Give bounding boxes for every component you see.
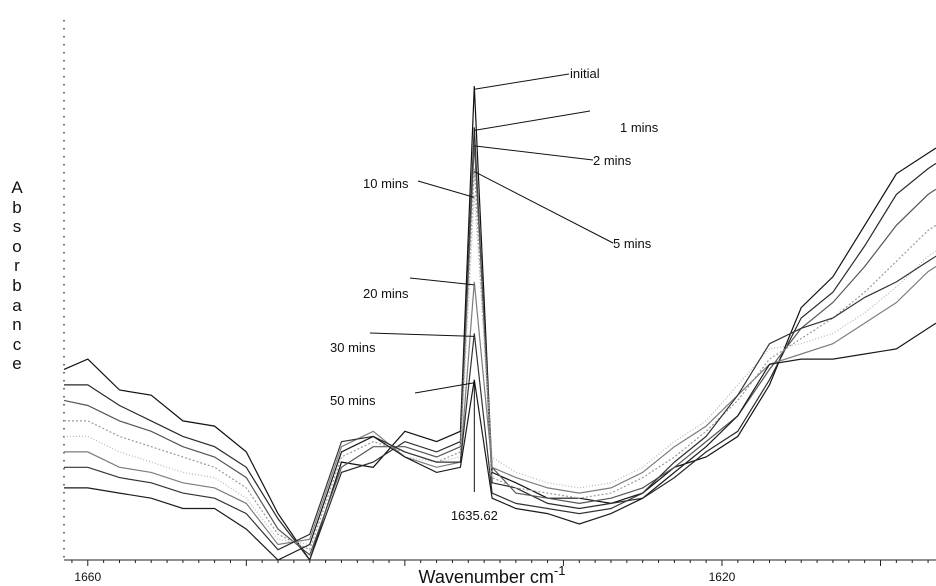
series-lines	[63, 86, 936, 562]
y-axis-label-letter-0: A	[11, 178, 23, 197]
x-axis-label: Wavenumber cm-1	[419, 563, 566, 586]
series-line-30-mins	[64, 255, 936, 551]
y-axis-label-letter-8: c	[12, 334, 22, 354]
annotation-leader-50-mins	[414, 382, 475, 394]
annotation-50-mins: 50 mins	[330, 393, 376, 408]
y-axis-label-letter-3: o	[12, 236, 22, 256]
series-line-20-mins	[64, 265, 936, 546]
annotation-20-mins: 20 mins	[363, 286, 409, 301]
y-axis-label-letter-7: n	[12, 315, 22, 335]
annotation-2-mins: 2 mins	[593, 153, 632, 168]
annotation-30-mins: 30 mins	[330, 340, 376, 355]
axes: 1660 1620	[63, 20, 936, 584]
x-tick-label-1660: 1660	[74, 570, 101, 584]
series-line-initial	[63, 86, 936, 562]
series-line-50-mins	[64, 322, 936, 561]
annotation-initial: initial	[570, 66, 600, 81]
peak-label: 1635.62	[451, 508, 498, 523]
annotation-leader-2-mins	[474, 145, 594, 161]
annotation-leader-5-mins	[474, 171, 614, 244]
annotation-10-mins: 10 mins	[363, 176, 409, 191]
annotations: 1635.62 initial 1 mins 2 mins 5 mins 10 mins 2…	[330, 66, 659, 523]
annotation-leader-1-mins	[474, 110, 591, 131]
series-line-2-mins	[63, 142, 936, 556]
x-tick-label-1620: 1620	[709, 570, 736, 584]
annotation-leader-30-mins	[369, 332, 475, 337]
y-axis-label-letter-9: e	[12, 354, 22, 374]
series-line-5-mins	[64, 168, 936, 551]
y-axis-label-letter-2: s	[12, 217, 22, 237]
annotation-leader-20-mins	[409, 277, 475, 286]
y-axis-label-letter-4: r	[14, 256, 20, 276]
annotation-5-mins: 5 mins	[613, 236, 652, 251]
annotation-1-mins: 1 mins	[620, 120, 659, 135]
series-line-1-mins	[64, 127, 936, 562]
y-axis-label-letter-5: b	[12, 275, 22, 295]
annotation-leader-initial	[474, 73, 570, 90]
y-axis-label-letter-1: b	[12, 197, 22, 217]
annotation-leader-10-mins	[417, 180, 475, 198]
series-line-10-mins	[64, 194, 936, 546]
y-axis-label-letter-6: a	[12, 295, 22, 315]
